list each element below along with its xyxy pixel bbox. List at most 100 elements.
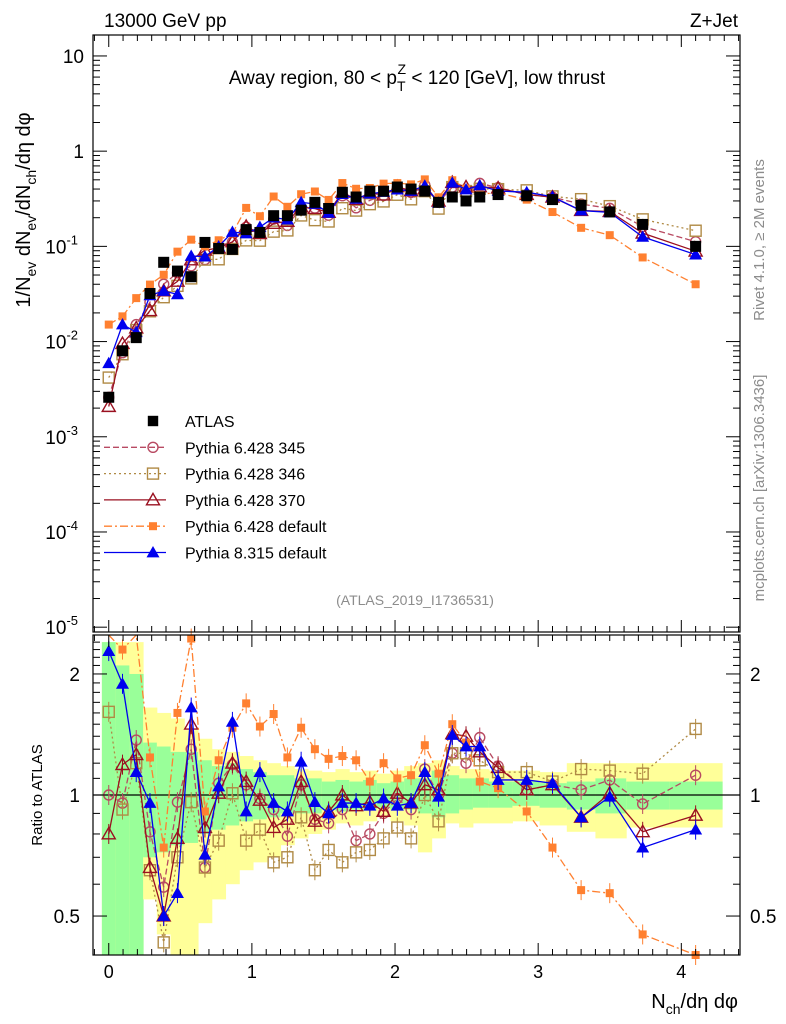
ratio-point [171, 851, 184, 864]
ratio-y-tick-label-left: 1 [69, 786, 80, 807]
x-tick-label: 4 [676, 962, 686, 982]
legend: ATLAS Pythia 6.428 345 Pythia 6.428 346 Pyt… [104, 414, 327, 563]
ratio-point [143, 796, 157, 808]
ratio-point [377, 792, 391, 804]
atlas-data-point [309, 196, 321, 208]
legend-marker [145, 491, 161, 506]
ratio-point [404, 796, 418, 808]
green-band-bin [280, 775, 295, 814]
legend-item: Pythia 6.428 default [104, 519, 327, 536]
data-point [104, 320, 113, 329]
atlas-data-point [116, 345, 128, 357]
x-tick-label: 1 [247, 962, 257, 982]
ratio-point [253, 765, 267, 777]
ratio-point [307, 813, 323, 827]
legend-item: Pythia 6.428 345 [104, 440, 305, 457]
main-y-axis-label: 1/Nev dNev/dNch/dη dφ [13, 112, 39, 307]
data-point [689, 224, 702, 237]
ratio-point [252, 792, 268, 806]
x-axis-label: Nch/dη dφ [651, 991, 738, 1017]
main-plot-frame [92, 34, 741, 633]
ratio-point [575, 784, 587, 796]
ratio-point [294, 755, 308, 767]
ratio-point [169, 830, 186, 844]
ratio-point [577, 886, 586, 895]
ratio-point [445, 728, 459, 740]
ratio-point [142, 859, 158, 874]
ratio-point [293, 773, 309, 788]
atlas-data-point [405, 183, 417, 195]
ratio-point [114, 756, 131, 771]
ratio-point [689, 722, 702, 736]
data-point [473, 179, 487, 191]
ratio-point [324, 754, 333, 763]
ratio-point [145, 753, 154, 762]
ratio-point [267, 856, 280, 869]
data-point [636, 230, 650, 242]
data-point [445, 176, 459, 188]
ratio-point [187, 634, 196, 643]
ratio-point [267, 796, 281, 808]
ratio-point [310, 745, 319, 754]
ratio-y-tick-label-right: 0.5 [750, 907, 776, 928]
ratio-point [407, 771, 416, 780]
x-tick-label: 0 [104, 962, 114, 982]
data-point [548, 208, 557, 217]
ratio-point [349, 846, 363, 859]
data-point [159, 270, 168, 279]
atlas-data-point [637, 218, 649, 230]
data-point [170, 287, 184, 300]
atlas-data-point [130, 332, 142, 344]
ratio-point [574, 810, 588, 823]
ratio-point [363, 799, 377, 811]
data-point [184, 249, 198, 261]
atlas-data-point [336, 186, 348, 198]
ratio-series [101, 628, 704, 965]
ratio-point [636, 767, 649, 780]
data-point [689, 248, 703, 260]
ratio-point [634, 823, 651, 838]
ratio-point [198, 848, 212, 860]
atlas-data-point [391, 181, 403, 193]
atlas-data-point [226, 243, 238, 255]
ratio-point [336, 856, 349, 869]
atlas-data-point [185, 271, 197, 283]
ratio-point [297, 723, 306, 732]
ratio-point [157, 936, 170, 949]
ratio-point [520, 773, 534, 785]
data-point [198, 250, 212, 262]
data-point [102, 356, 116, 369]
ratio-point [281, 851, 294, 864]
legend-marker [147, 441, 159, 453]
data-point [145, 280, 154, 289]
ratio-point [390, 799, 404, 811]
atlas-data-point [295, 204, 307, 216]
ratio-point [253, 823, 267, 836]
atlas-data-point [460, 195, 472, 207]
x-tick-label: 3 [533, 962, 543, 982]
ratio-point [603, 764, 616, 777]
atlas-data-point [521, 190, 533, 202]
ratio-point [283, 753, 292, 762]
data-point [297, 190, 306, 199]
legend-item: Pythia 6.428 370 [104, 491, 305, 510]
axes: 0 1 2 3 4 10 1 10-1 10-2 10-3 10-4 10-5 2 2 1 1 0.5 0.5 [45, 34, 776, 982]
data-point [459, 182, 473, 195]
plot-title: Away region, 80 < pTZ < 120 [GeV], low t… [229, 61, 606, 94]
green-band-bin [129, 673, 144, 955]
data-point [115, 317, 129, 330]
ratio-point [255, 722, 264, 731]
data-point [118, 312, 127, 321]
ratio-point [242, 699, 251, 708]
ratio-point [281, 830, 294, 842]
legend-marker [149, 522, 157, 531]
data-point [283, 202, 292, 211]
ratio-point [212, 834, 225, 847]
ratio-point [459, 740, 473, 752]
atlas-data-point [378, 185, 390, 197]
legend-label: ATLAS [185, 414, 235, 431]
ratio-point [184, 701, 198, 713]
atlas-data-point [419, 185, 431, 197]
data-point [281, 224, 294, 237]
ratio-point [605, 889, 614, 898]
